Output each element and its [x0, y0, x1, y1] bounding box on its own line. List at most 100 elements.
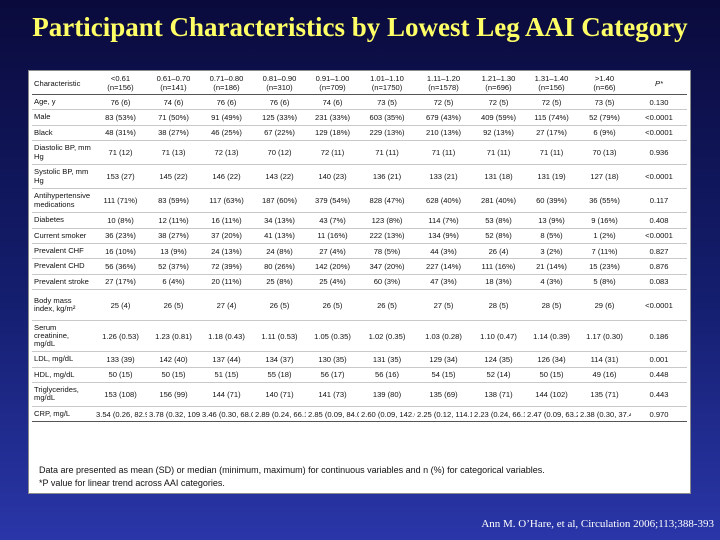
- table-cell: 135 (71): [578, 382, 631, 407]
- column-header: P*: [631, 74, 687, 95]
- table-cell: 16 (11%): [200, 212, 253, 229]
- table-cell: 125 (33%): [253, 109, 306, 126]
- table-cell: 38 (27%): [147, 228, 200, 244]
- table-cell: 83 (53%): [94, 109, 147, 126]
- citation: Ann M. O’Hare, et al, Circulation 2006;1…: [481, 518, 714, 530]
- table-cell: 129 (34): [415, 351, 472, 368]
- table-body: Age, y 76 (6) 74 (6) 76 (6) 76 (6) 74 (6) 73 (…: [32, 94, 687, 423]
- table-cell: 16 (10%): [94, 243, 147, 260]
- table-cell: 74 (6): [306, 94, 359, 111]
- table-cell: 1.11 (0.53): [253, 320, 306, 353]
- table-cell: <0.0001: [631, 289, 687, 322]
- table-cell: 828 (47%): [359, 188, 415, 214]
- table-cell: 145 (22): [147, 164, 200, 190]
- table-cell: 679 (43%): [415, 109, 472, 126]
- table-cell: 53 (8%): [472, 212, 525, 229]
- table-cell: 0.876: [631, 258, 687, 275]
- table-cell: 2.47 (0.09, 63.2): [525, 406, 578, 423]
- table-cell: 3.54 (0.26, 82.9): [94, 406, 147, 423]
- row-label: Age, y: [32, 94, 94, 111]
- table-cell: 117 (63%): [200, 188, 253, 214]
- table-cell: 78 (5%): [359, 243, 415, 260]
- table-cell: 76 (6): [94, 94, 147, 111]
- table-cell: 2.23 (0.24, 66.1): [472, 406, 525, 423]
- table-cell: 27 (4%): [306, 243, 359, 260]
- table-cell: 52 (37%): [147, 258, 200, 275]
- table-cell: 73 (5): [578, 94, 631, 111]
- table-cell: 281 (40%): [472, 188, 525, 214]
- table-cell: 146 (22): [200, 164, 253, 190]
- table-row: Prevalent CHD 56 (36%) 52 (37%) 72 (39%) 80 …: [32, 258, 687, 275]
- column-header: 0.81–0.90 (n=310): [253, 74, 306, 95]
- table-cell: 135 (69): [415, 382, 472, 407]
- table-cell: 70 (12): [253, 140, 306, 166]
- table-cell: 9 (16%): [578, 212, 631, 229]
- footnote-line: Data are presented as mean (SD) or media…: [39, 465, 545, 475]
- table-cell: 26 (4): [472, 243, 525, 260]
- table-cell: 38 (27%): [147, 125, 200, 142]
- table-row: Body mass index, kg/m² 25 (4) 26 (5) 27 (4)…: [32, 289, 687, 322]
- table-cell: 138 (71): [472, 382, 525, 407]
- table-cell: 131 (35): [359, 351, 415, 368]
- table-cell: 36 (23%): [94, 228, 147, 244]
- table-cell: 67 (22%): [253, 125, 306, 142]
- table-cell: 10 (8%): [94, 212, 147, 229]
- table-cell: 71 (11): [359, 140, 415, 166]
- table-cell: 50 (15): [147, 367, 200, 383]
- row-label: Antihypertensive medications: [32, 188, 94, 214]
- table-cell: 114 (31): [578, 351, 631, 368]
- column-header: Characteristic: [32, 74, 94, 95]
- table-cell: 27 (17%): [525, 125, 578, 142]
- table-cell: 44 (3%): [415, 243, 472, 260]
- table-cell: 71 (13): [147, 140, 200, 166]
- table-row: Serum creatinine, mg/dL 1.26 (0.53) 1.23 (…: [32, 320, 687, 353]
- table-cell: 27 (4): [200, 289, 253, 322]
- table-cell: 24 (13%): [200, 243, 253, 260]
- table-cell: 8 (5%): [525, 228, 578, 244]
- table-cell: 123 (8%): [359, 212, 415, 229]
- table-cell: 379 (54%): [306, 188, 359, 214]
- table-cell: 56 (17): [306, 367, 359, 383]
- table-cell: 409 (59%): [472, 109, 525, 126]
- table-cell: 13 (9%): [525, 212, 578, 229]
- column-header: 0.91–1.00 (n=709): [306, 74, 359, 95]
- table-cell: 18 (3%): [472, 274, 525, 291]
- table-cell: 37 (20%): [200, 228, 253, 244]
- column-header: >1.40 (n=66): [578, 74, 631, 95]
- row-label: Prevalent stroke: [32, 274, 94, 291]
- table-cell: 0.448: [631, 367, 687, 383]
- table-cell: 140 (23): [306, 164, 359, 190]
- table-cell: 36 (55%): [578, 188, 631, 214]
- table-cell: 52 (8%): [472, 228, 525, 244]
- row-label: LDL, mg/dL: [32, 351, 94, 368]
- table-row: Diabetes 10 (8%) 12 (11%) 16 (11%) 34 (13%) 4…: [32, 212, 687, 229]
- table-cell: 92 (13%): [472, 125, 525, 142]
- table-cell: <0.0001: [631, 228, 687, 244]
- table-row: Current smoker 36 (23%) 38 (27%) 37 (20%) 41…: [32, 228, 687, 244]
- table-cell: 26 (5): [306, 289, 359, 322]
- table-cell: 133 (21): [415, 164, 472, 190]
- table-cell: 2.89 (0.24, 66.1): [253, 406, 306, 423]
- row-label: Black: [32, 125, 94, 142]
- table-cell: 72 (5): [472, 94, 525, 111]
- table-cell: 24 (8%): [253, 243, 306, 260]
- table-cell: 47 (3%): [415, 274, 472, 291]
- table-cell: 139 (80): [359, 382, 415, 407]
- column-header: 1.31–1.40 (n=156): [525, 74, 578, 95]
- table-cell: 26 (5): [253, 289, 306, 322]
- table-cell: 3.78 (0.32, 109.6): [147, 406, 200, 423]
- row-label: CRP, mg/L: [32, 406, 94, 423]
- table-cell: 1.23 (0.81): [147, 320, 200, 353]
- table-cell: 76 (6): [253, 94, 306, 111]
- table-cell: 28 (5): [525, 289, 578, 322]
- table-cell: 60 (39%): [525, 188, 578, 214]
- table-cell: 2.85 (0.09, 84.0): [306, 406, 359, 423]
- table-cell: 210 (13%): [415, 125, 472, 142]
- table-cell: 0.001: [631, 351, 687, 368]
- table-cell: 27 (5): [415, 289, 472, 322]
- slide-title: Participant Characteristics by Lowest Le…: [32, 12, 688, 42]
- table-row: Prevalent stroke 27 (17%) 6 (4%) 20 (11%) 25…: [32, 274, 687, 291]
- table-cell: 34 (13%): [253, 212, 306, 229]
- row-label: Serum creatinine, mg/dL: [32, 320, 94, 353]
- table-cell: 115 (74%): [525, 109, 578, 126]
